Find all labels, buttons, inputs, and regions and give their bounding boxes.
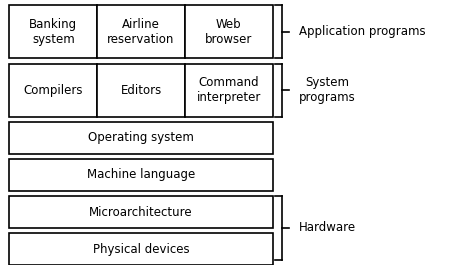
Text: Microarchitecture: Microarchitecture bbox=[89, 205, 193, 219]
FancyBboxPatch shape bbox=[185, 5, 273, 58]
FancyBboxPatch shape bbox=[9, 159, 273, 191]
Text: Web
browser: Web browser bbox=[205, 18, 252, 46]
FancyBboxPatch shape bbox=[97, 5, 185, 58]
Text: Banking
system: Banking system bbox=[29, 18, 77, 46]
FancyBboxPatch shape bbox=[97, 64, 185, 117]
FancyBboxPatch shape bbox=[9, 233, 273, 265]
Text: Operating system: Operating system bbox=[88, 131, 194, 144]
Text: System
programs: System programs bbox=[299, 76, 356, 104]
FancyBboxPatch shape bbox=[9, 64, 97, 117]
Text: Physical devices: Physical devices bbox=[93, 242, 189, 256]
Text: Editors: Editors bbox=[120, 83, 162, 97]
FancyBboxPatch shape bbox=[9, 122, 273, 154]
Text: Command
interpreter: Command interpreter bbox=[197, 76, 261, 104]
Text: Compilers: Compilers bbox=[24, 83, 83, 97]
Text: Hardware: Hardware bbox=[299, 221, 356, 235]
Text: Application programs: Application programs bbox=[299, 25, 425, 38]
Text: Airline
reservation: Airline reservation bbox=[107, 18, 175, 46]
FancyBboxPatch shape bbox=[9, 196, 273, 228]
Text: Machine language: Machine language bbox=[87, 168, 195, 182]
FancyBboxPatch shape bbox=[9, 5, 97, 58]
FancyBboxPatch shape bbox=[185, 64, 273, 117]
